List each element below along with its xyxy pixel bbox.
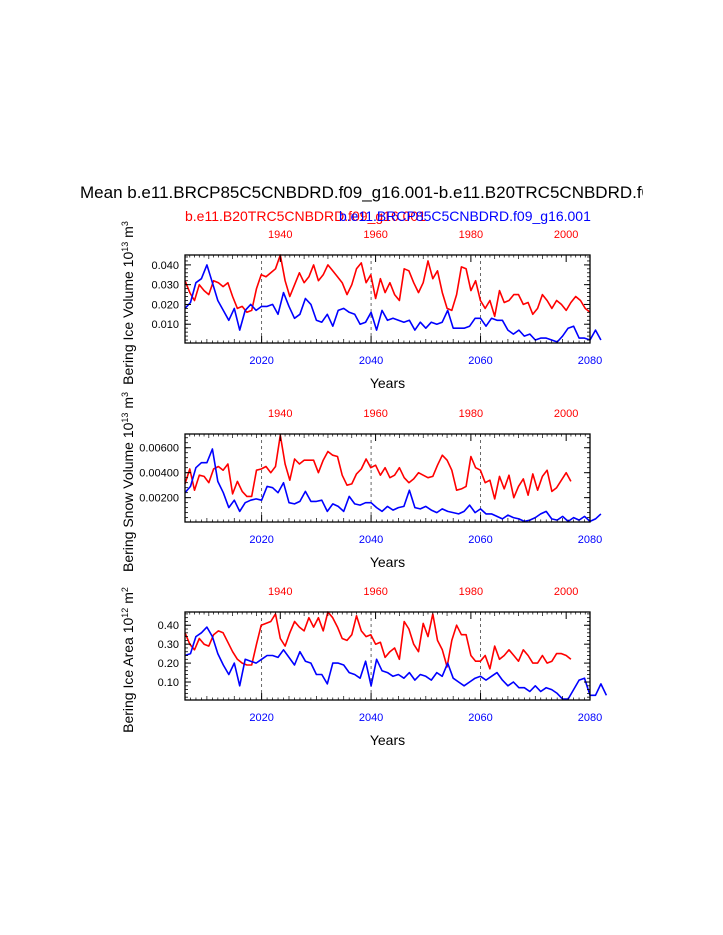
- x-top-tick-label: 1940: [268, 408, 292, 420]
- y-tick-label: 0.00600: [139, 443, 179, 455]
- x-axis-label: Years: [370, 375, 405, 391]
- plot-frame: [184, 433, 591, 523]
- x-top-tick-label: 1980: [459, 408, 483, 420]
- series-future: [184, 264, 602, 343]
- y-tick-label: 0.020: [151, 299, 179, 311]
- series-historical: [184, 434, 572, 500]
- x-bottom-tick-label: 2080: [578, 534, 602, 546]
- y-tick-label: 0.030: [151, 280, 179, 292]
- x-bottom-tick-label: 2040: [359, 355, 383, 367]
- x-axis-label: Years: [370, 554, 405, 570]
- x-bottom-tick-label: 2020: [249, 534, 273, 546]
- x-top-tick-label: 1940: [268, 586, 292, 598]
- x-top-tick-label: 1960: [363, 586, 387, 598]
- y-axis-label: Bering Ice Area 1012 m2: [120, 587, 136, 733]
- x-bottom-tick-label: 2020: [249, 712, 273, 724]
- x-top-tick-label: 2000: [554, 229, 578, 241]
- x-axis-label: Years: [370, 732, 405, 748]
- series-future: [184, 626, 608, 700]
- series-historical: [184, 611, 572, 670]
- x-bottom-tick-label: 2040: [359, 712, 383, 724]
- y-tick-label: 0.00400: [139, 468, 179, 480]
- x-bottom-tick-label: 2080: [578, 712, 602, 724]
- x-bottom-tick-label: 2060: [468, 355, 492, 367]
- y-tick-label: 0.010: [151, 319, 179, 331]
- x-top-tick-label: 2000: [554, 408, 578, 420]
- x-top-tick-label: 1980: [459, 229, 483, 241]
- x-bottom-tick-label: 2060: [468, 534, 492, 546]
- plot-frame: [184, 254, 591, 344]
- y-tick-label: 0.40: [158, 620, 179, 632]
- x-bottom-tick-label: 2060: [468, 712, 492, 724]
- y-tick-label: 0.10: [158, 677, 179, 689]
- x-top-tick-label: 1980: [459, 586, 483, 598]
- x-top-tick-label: 1940: [268, 229, 292, 241]
- subtitle-future-case: b.e11.BRCP85C5CNBDRD.f09_g16.001: [339, 208, 591, 224]
- x-top-tick-label: 1960: [363, 408, 387, 420]
- y-tick-label: 0.30: [158, 639, 179, 651]
- x-bottom-tick-label: 2020: [249, 355, 273, 367]
- series-future: [184, 448, 602, 523]
- y-tick-label: 0.00200: [139, 493, 179, 505]
- series-historical: [184, 254, 591, 318]
- page-title: Mean b.e11.BRCP85C5CNBDRD.f09_g16.001-b.…: [80, 183, 643, 202]
- x-top-tick-label: 1960: [363, 229, 387, 241]
- subtitle-historical-case: b.e11.B20TRC5CNBDRD.f09_g16.001: [185, 208, 426, 224]
- x-bottom-tick-label: 2040: [359, 534, 383, 546]
- y-axis-label: Bering Ice Volume 1013 m3: [120, 221, 136, 385]
- y-axis-label: Bering Snow Volume 1013 m3: [120, 392, 136, 572]
- panel-2: 0.00200 0.00400 0.00600 2020 2040 2060 2080 194…: [120, 392, 602, 572]
- y-tick-label: 0.20: [158, 658, 179, 670]
- x-bottom-tick-label: 2080: [578, 355, 602, 367]
- x-top-tick-label: 2000: [554, 586, 578, 598]
- panel-1: 0.010 0.020 0.030 0.040 2020 2040 2060 2080 1940…: [120, 221, 602, 391]
- panel-3: 0.10 0.20 0.30 0.40 2020 2040 2060 2080 1940 1960…: [120, 586, 608, 748]
- y-tick-label: 0.040: [151, 260, 179, 272]
